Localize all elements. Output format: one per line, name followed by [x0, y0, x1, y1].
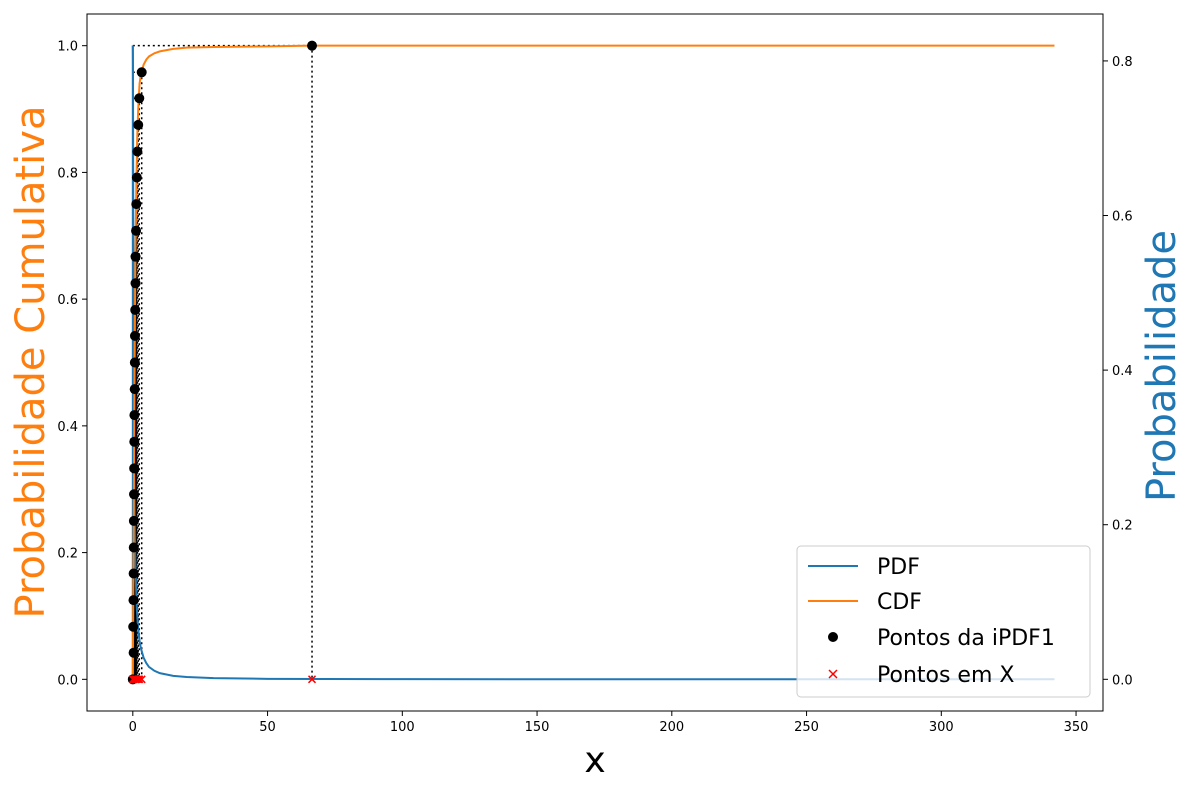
left-axis-title: Probabilidade Cumulativa: [8, 106, 54, 619]
ipdf-point: [129, 463, 140, 474]
legend-points-swatch: [828, 632, 838, 642]
x-point-stroke: [135, 675, 144, 684]
ipdf-point: [131, 199, 142, 210]
ipdf-point: [130, 278, 141, 289]
x-tick-label: 200: [659, 720, 684, 735]
right-axis-ticks: 0.0 0.2 0.4 0.6 0.8: [1103, 55, 1133, 688]
x-point-marker: [134, 675, 143, 684]
x-tick-label: 250: [794, 720, 819, 735]
x-tick-label: 350: [1064, 720, 1089, 735]
ipdf-point: [128, 647, 139, 658]
left-tick-label: 1.0: [57, 40, 78, 55]
x-point-marker: [307, 675, 317, 684]
x-point-stroke: [137, 675, 146, 684]
x-point-marker: [137, 675, 146, 684]
ipdf-point: [130, 304, 141, 315]
x-tick-label: 300: [929, 720, 954, 735]
left-axis-ticks: 0.0 0.2 0.4 0.6 0.8 1.0: [57, 40, 87, 688]
ipdf-point: [128, 568, 139, 579]
ipdf-point: [131, 225, 142, 236]
left-tick-label: 0.8: [57, 166, 78, 181]
left-tick-label: 0.6: [57, 293, 78, 308]
ipdf-point: [129, 330, 140, 341]
ipdf-point: [129, 384, 140, 395]
x-axis-ticks: 0 50 100 150 200 250 300 350: [129, 711, 1089, 735]
plot-frame: [86, 13, 1104, 712]
legend-cdf-label: CDF: [877, 590, 922, 615]
x-axis-title: x: [584, 740, 605, 781]
legend-box: [796, 545, 1091, 698]
left-tick-label: 0.4: [57, 420, 78, 435]
ipdf-point: [134, 93, 145, 104]
ipdf-point: [131, 172, 142, 183]
legend-xpoints-swatch: [828, 669, 838, 679]
ipdf-point: [130, 251, 141, 262]
right-tick-label: 0.4: [1112, 364, 1133, 379]
cdf-line: [131, 44, 1055, 680]
ipdf-point: [133, 119, 144, 130]
points-layer: [127, 40, 318, 685]
legend: PDF CDF Pontos da iPDF1 Pontos em X: [796, 545, 1091, 698]
ipdf-point: [128, 542, 139, 553]
left-tick-label: 0.0: [57, 673, 78, 688]
right-tick-label: 0.0: [1112, 673, 1133, 688]
legend-points-label: Pontos da iPDF1: [877, 626, 1055, 651]
x-tick-label: 150: [525, 720, 550, 735]
x-tick-label: 50: [259, 720, 276, 735]
left-tick-label: 0.2: [57, 547, 78, 562]
ipdf-point: [128, 621, 139, 632]
x-tick-label: 0: [129, 720, 137, 735]
ipdf-point: [129, 357, 140, 368]
drop-lines: [132, 44, 313, 680]
legend-pdf-label: PDF: [877, 555, 920, 580]
x-point-stroke: [134, 675, 143, 684]
right-tick-label: 0.6: [1112, 210, 1133, 225]
right-tick-label: 0.2: [1112, 519, 1133, 534]
right-tick-label: 0.8: [1112, 55, 1133, 70]
ipdf-point: [129, 436, 140, 447]
ipdf-point: [128, 515, 139, 526]
ipdf-point: [132, 146, 143, 157]
ipdf-point: [136, 67, 147, 78]
right-axis-title: Probabilidade: [1139, 230, 1185, 502]
ipdf-point: [129, 410, 140, 421]
ipdf-point: [307, 40, 318, 51]
x-point-marker: [135, 675, 144, 684]
ipdf-point: [129, 489, 140, 500]
x-tick-label: 100: [390, 720, 415, 735]
ipdf-point: [128, 595, 139, 606]
x-point-stroke: [307, 675, 317, 684]
legend-xpoints-label: Pontos em X: [877, 663, 1014, 688]
